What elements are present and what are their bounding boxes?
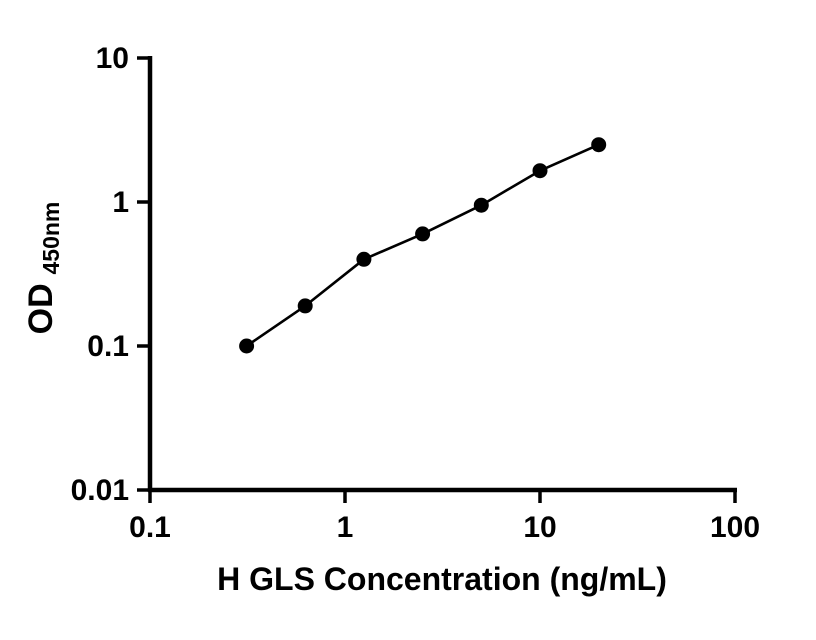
data-point-marker [591,137,607,153]
data-series-layer [239,137,607,354]
x-axis-tick-label: 10 [523,511,556,544]
data-point-marker [297,298,313,314]
y-axis-title-subscript: 450nm [38,202,64,275]
y-axis-tick-label: 10 [96,42,129,75]
y-axis-title: OD 450nm [22,202,64,335]
x-axis-tick-label: 100 [710,511,760,544]
data-point-marker [473,197,489,213]
y-axis-title-main: OD [22,283,60,334]
data-point-marker [356,251,372,267]
y-axis-tick-label: 0.1 [87,330,129,363]
x-axis-tick-label: 0.1 [129,511,171,544]
data-point-marker [239,338,255,354]
y-axis-tick-label: 0.01 [71,474,129,507]
x-axis-title: H GLS Concentration (ng/mL) [217,561,667,597]
x-axis-tick-label: 1 [337,511,354,544]
data-point-marker [532,163,548,179]
y-axis-tick-label: 1 [112,186,129,219]
data-point-marker [415,226,431,242]
